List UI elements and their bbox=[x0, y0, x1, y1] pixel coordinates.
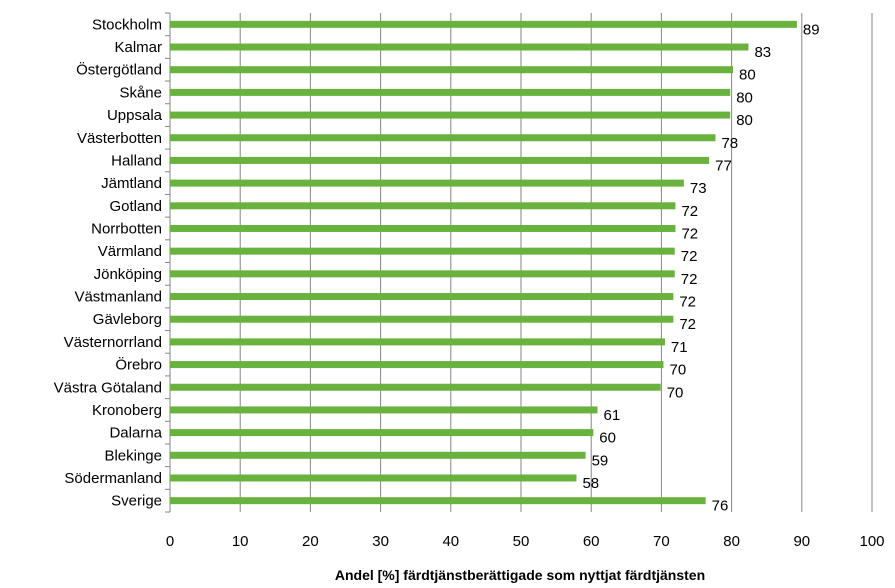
category-label: Västerbotten bbox=[77, 130, 162, 147]
category-label: Dalarna bbox=[109, 425, 162, 442]
data-label: 58 bbox=[582, 475, 599, 492]
x-tick-label: 20 bbox=[302, 533, 319, 550]
data-labels: 89 83 80 80 80 78 77 73 72 72 72 72 72 72 71 70 70 61 60 59… bbox=[582, 21, 819, 514]
data-label: 70 bbox=[667, 384, 684, 401]
category-label: Södermanland bbox=[64, 470, 162, 487]
data-label: 72 bbox=[681, 248, 698, 265]
bar bbox=[170, 429, 594, 437]
bar bbox=[170, 315, 674, 323]
data-label: 80 bbox=[736, 89, 753, 106]
category-label: Jönköping bbox=[94, 266, 162, 283]
data-label: 71 bbox=[671, 339, 688, 356]
x-tick-label: 70 bbox=[653, 533, 670, 550]
category-label: Stockholm bbox=[92, 16, 162, 33]
bar bbox=[170, 134, 716, 142]
bar bbox=[170, 247, 675, 255]
data-label: 70 bbox=[670, 362, 687, 379]
bar bbox=[170, 474, 577, 482]
bar bbox=[170, 338, 665, 346]
data-label: 78 bbox=[721, 135, 738, 152]
x-tick-label: 80 bbox=[723, 533, 740, 550]
data-label: 76 bbox=[712, 498, 729, 515]
data-label: 80 bbox=[739, 67, 756, 84]
x-tick-label: 40 bbox=[442, 533, 459, 550]
data-label: 73 bbox=[690, 180, 707, 197]
category-label: Västernorrland bbox=[64, 334, 162, 351]
data-label: 80 bbox=[736, 112, 753, 129]
x-tick-label: 60 bbox=[583, 533, 600, 550]
bar bbox=[170, 202, 676, 210]
category-label: Västra Götaland bbox=[54, 379, 162, 396]
x-tick-label: 90 bbox=[793, 533, 810, 550]
bar bbox=[170, 270, 675, 278]
category-label: Gävleborg bbox=[93, 311, 162, 328]
bar bbox=[170, 156, 710, 164]
category-label: Östergötland bbox=[76, 61, 162, 79]
gridlines bbox=[165, 12, 873, 513]
data-label: 83 bbox=[754, 44, 771, 61]
data-label: 61 bbox=[604, 407, 621, 424]
category-label: Blekinge bbox=[104, 447, 162, 464]
bar bbox=[170, 361, 664, 369]
category-label: Uppsala bbox=[107, 107, 163, 124]
category-label: Norrbotten bbox=[91, 220, 162, 237]
data-label: 72 bbox=[679, 294, 696, 311]
bar bbox=[170, 43, 749, 51]
bar bbox=[170, 20, 797, 28]
x-tick-label: 10 bbox=[232, 533, 249, 550]
data-label: 60 bbox=[599, 430, 616, 447]
bar bbox=[170, 497, 706, 505]
data-label: 72 bbox=[681, 271, 698, 288]
data-label: 77 bbox=[715, 157, 732, 174]
bars bbox=[170, 20, 797, 505]
category-label: Jämtland bbox=[101, 175, 162, 192]
bar bbox=[170, 451, 586, 459]
bar bbox=[170, 88, 731, 96]
category-label: Kronoberg bbox=[92, 402, 162, 419]
category-labels: Stockholm Kalmar Östergötland Skåne Uppsala V… bbox=[54, 16, 163, 509]
category-label: Kalmar bbox=[114, 39, 162, 56]
category-label: Gotland bbox=[109, 198, 162, 215]
data-label: 72 bbox=[681, 203, 698, 220]
x-tick-label: 30 bbox=[372, 533, 389, 550]
category-label: Värmland bbox=[98, 243, 162, 260]
x-axis-title: Andel [%] färdtjänstberättigade som nytt… bbox=[335, 567, 705, 583]
data-label: 72 bbox=[679, 316, 696, 333]
category-label: Skåne bbox=[119, 84, 162, 101]
bar bbox=[170, 293, 674, 301]
bar bbox=[170, 111, 731, 119]
category-label: Örebro bbox=[115, 356, 162, 374]
category-label: Halland bbox=[111, 152, 162, 169]
data-label: 59 bbox=[592, 452, 609, 469]
bar bbox=[170, 224, 676, 232]
data-label: 72 bbox=[681, 225, 698, 242]
x-tick-label: 100 bbox=[859, 533, 884, 550]
x-tick-label: 50 bbox=[513, 533, 530, 550]
bar bbox=[170, 179, 684, 187]
bar bbox=[170, 406, 598, 414]
bar bbox=[170, 66, 734, 74]
category-label: Västmanland bbox=[74, 289, 162, 306]
category-label: Sverige bbox=[111, 493, 162, 510]
bar bbox=[170, 383, 661, 391]
data-label: 89 bbox=[803, 21, 820, 38]
x-tick-label: 0 bbox=[166, 533, 174, 550]
x-tick-labels: 0 10 20 30 40 50 60 70 80 90 100 bbox=[166, 533, 885, 550]
